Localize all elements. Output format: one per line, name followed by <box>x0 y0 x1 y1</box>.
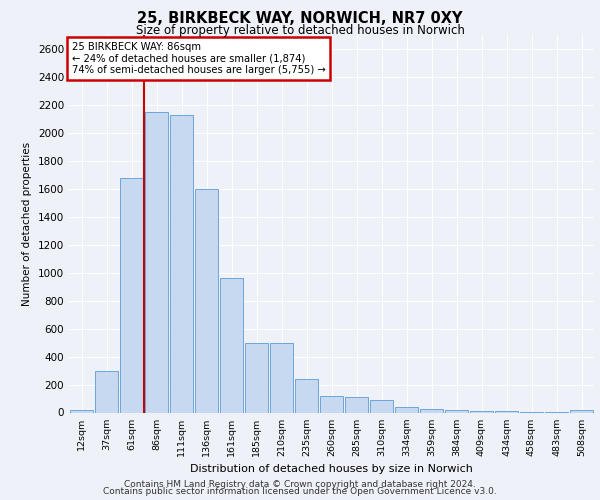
Bar <box>295 379 318 412</box>
Bar <box>220 278 243 412</box>
Y-axis label: Number of detached properties: Number of detached properties <box>22 142 32 306</box>
Bar <box>245 342 268 412</box>
Bar <box>570 410 593 412</box>
Text: Contains public sector information licensed under the Open Government Licence v3: Contains public sector information licen… <box>103 487 497 496</box>
Text: Contains HM Land Registry data © Crown copyright and database right 2024.: Contains HM Land Registry data © Crown c… <box>124 480 476 489</box>
Text: Size of property relative to detached houses in Norwich: Size of property relative to detached ho… <box>136 24 464 37</box>
Bar <box>95 370 118 412</box>
Bar <box>170 114 193 412</box>
Bar <box>145 112 168 412</box>
Bar <box>70 410 93 412</box>
Bar <box>320 396 343 412</box>
Bar <box>470 411 493 412</box>
Text: 25, BIRKBECK WAY, NORWICH, NR7 0XY: 25, BIRKBECK WAY, NORWICH, NR7 0XY <box>137 11 463 26</box>
Bar <box>195 189 218 412</box>
Bar <box>445 410 468 412</box>
Bar <box>270 342 293 412</box>
Bar <box>370 400 393 412</box>
Bar <box>345 397 368 412</box>
Bar <box>120 178 143 412</box>
X-axis label: Distribution of detached houses by size in Norwich: Distribution of detached houses by size … <box>190 464 473 474</box>
Bar <box>395 407 418 412</box>
Bar <box>420 409 443 412</box>
Text: 25 BIRKBECK WAY: 86sqm
← 24% of detached houses are smaller (1,874)
74% of semi-: 25 BIRKBECK WAY: 86sqm ← 24% of detached… <box>71 42 325 75</box>
